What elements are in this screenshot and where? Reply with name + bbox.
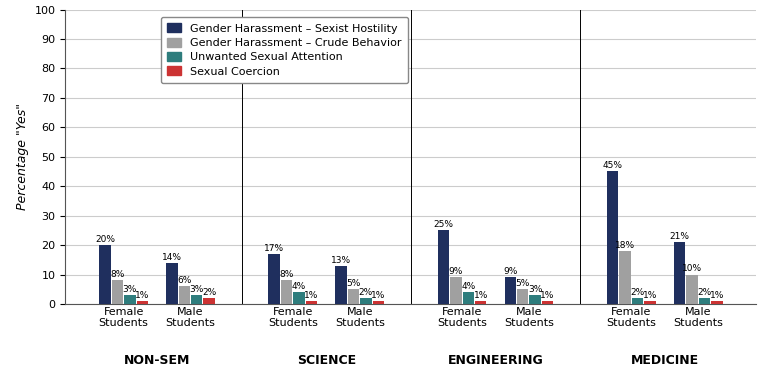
Bar (619, 251, 631, 304)
Bar (450, 277, 462, 304)
Text: 18%: 18% (615, 241, 635, 250)
Bar (336, 266, 347, 304)
Text: 3%: 3% (190, 285, 204, 294)
Bar (166, 263, 177, 304)
Text: 1%: 1% (371, 291, 386, 300)
Text: 1%: 1% (474, 291, 488, 300)
Bar (348, 289, 359, 304)
Text: 1%: 1% (710, 291, 724, 300)
Bar (204, 298, 215, 304)
Bar (505, 277, 516, 304)
Text: 17%: 17% (264, 244, 284, 253)
Text: 8%: 8% (110, 270, 124, 279)
Text: 25%: 25% (433, 220, 453, 229)
Text: 4%: 4% (292, 282, 306, 291)
Text: MEDICINE: MEDICINE (631, 354, 699, 367)
Bar (475, 301, 486, 304)
Bar (517, 289, 528, 304)
Bar (111, 280, 123, 304)
Text: 1%: 1% (135, 291, 150, 300)
Bar (99, 245, 111, 304)
Bar (360, 298, 372, 304)
Text: 1%: 1% (541, 291, 554, 300)
Bar (687, 274, 697, 304)
Text: 20%: 20% (95, 235, 115, 244)
Text: 2%: 2% (697, 288, 711, 297)
Text: SCIENCE: SCIENCE (296, 354, 356, 367)
Y-axis label: Percentage "Yes": Percentage "Yes" (16, 103, 29, 210)
Text: 3%: 3% (123, 285, 137, 294)
Bar (306, 301, 317, 304)
Bar (191, 295, 203, 304)
Legend: Gender Harassment – Sexist Hostility, Gender Harassment – Crude Behavior, Unwant: Gender Harassment – Sexist Hostility, Ge… (161, 16, 408, 83)
Bar (711, 301, 723, 304)
Bar (179, 287, 190, 304)
Text: 5%: 5% (346, 279, 361, 288)
Text: 1%: 1% (304, 291, 319, 300)
Bar (293, 292, 305, 304)
Text: 1%: 1% (643, 291, 657, 300)
Bar (269, 254, 280, 304)
Text: 5%: 5% (515, 279, 530, 288)
Bar (137, 301, 148, 304)
Text: 14%: 14% (162, 253, 182, 261)
Text: 21%: 21% (670, 232, 690, 241)
Text: 6%: 6% (177, 276, 191, 285)
Text: 4%: 4% (461, 282, 475, 291)
Bar (699, 298, 710, 304)
Bar (529, 295, 541, 304)
Bar (632, 298, 643, 304)
Bar (542, 301, 553, 304)
Bar (462, 292, 474, 304)
Text: 2%: 2% (631, 288, 644, 297)
Bar (607, 171, 618, 304)
Bar (438, 230, 449, 304)
Text: NON-SEM: NON-SEM (124, 354, 190, 367)
Text: 45%: 45% (603, 161, 623, 170)
Text: 10%: 10% (682, 264, 702, 273)
Bar (674, 242, 685, 304)
Bar (281, 280, 293, 304)
Text: ENGINEERING: ENGINEERING (448, 354, 544, 367)
Bar (644, 301, 656, 304)
Text: 9%: 9% (449, 267, 463, 276)
Bar (372, 301, 384, 304)
Text: 2%: 2% (202, 288, 217, 297)
Text: 9%: 9% (503, 267, 518, 276)
Text: 8%: 8% (280, 270, 294, 279)
Text: 2%: 2% (359, 288, 373, 297)
Bar (124, 295, 135, 304)
Text: 3%: 3% (528, 285, 542, 294)
Text: 13%: 13% (331, 255, 351, 264)
